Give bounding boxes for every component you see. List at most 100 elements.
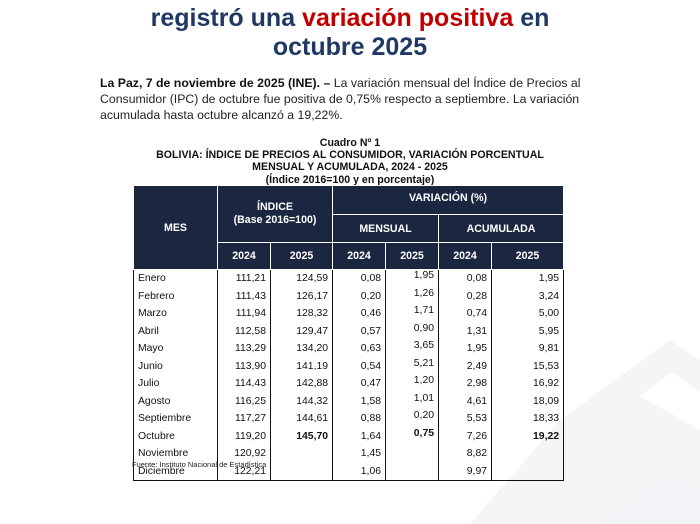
table-row: Agosto 116,25 144,32 1,58 1,01 4,61 18,09: [133, 392, 565, 410]
table-row: Junio 113,90 141,19 0,54 5,21 2,49 15,53: [133, 357, 565, 375]
cell-idx2025: [269, 445, 334, 463]
cell-men2024: 1,58: [332, 392, 387, 410]
header-indice-label: ÍNDICE: [257, 201, 293, 213]
cell-idx2024: 117,27: [217, 410, 271, 428]
cell-men2024: 0,08: [332, 269, 387, 288]
cell-men2025: 0,20: [385, 410, 440, 428]
cell-idx2025: 145,70: [269, 427, 334, 445]
header-mensual: MENSUAL: [332, 214, 440, 243]
header-year: 2024: [438, 242, 493, 270]
cell-month: Mayo: [133, 340, 218, 358]
cell-men2025: 1,20: [385, 375, 440, 393]
cell-idx2024: 113,90: [217, 357, 271, 375]
cell-idx2025: 144,61: [269, 410, 334, 428]
cell-month: Septiembre: [133, 410, 218, 428]
table-row: Febrero 111,43 126,17 0,20 1,26 0,28 3,24: [133, 287, 565, 305]
cell-acu2024: 1,31: [438, 322, 493, 340]
cell-men2025: [385, 462, 440, 481]
table-row: Julio 114,43 142,88 0,47 1,20 2,98 16,92: [133, 375, 565, 393]
lead-text: La variación mensual del Índice de Preci…: [100, 76, 581, 122]
cell-acu2024: 5,53: [438, 410, 493, 428]
headline: registró una variación positiva en octub…: [0, 4, 700, 62]
cell-men2025: 0,75: [385, 427, 440, 445]
table-number: Cuadro Nº 1: [319, 137, 381, 149]
cell-acu2024: 2,49: [438, 357, 493, 375]
header-acumulada: ACUMULADA: [438, 214, 565, 243]
cell-idx2025: 142,88: [269, 375, 334, 393]
cell-acu2024: 2,98: [438, 375, 493, 393]
cell-idx2024: 111,21: [217, 269, 271, 288]
cell-acu2024: 1,95: [438, 340, 493, 358]
lead-paragraph: La Paz, 7 de noviembre de 2025 (INE). – …: [100, 75, 600, 123]
cell-men2024: 0,57: [332, 322, 387, 340]
cell-month: Junio: [133, 357, 218, 375]
table-caption: Cuadro Nº 1 BOLIVIA: ÍNDICE DE PRECIOS A…: [130, 137, 570, 186]
cell-men2025: 1,71: [385, 305, 440, 323]
cell-acu2024: 0,28: [438, 287, 493, 305]
cell-men2024: 0,20: [332, 287, 387, 305]
cell-acu2025: [491, 445, 565, 463]
table-subtitle: (Índice 2016=100 y en porcentaje): [265, 173, 435, 186]
table-row: Octubre 119,20 145,70 1,64 0,75 7,26 19,22: [133, 427, 565, 445]
cell-acu2025: 16,92: [491, 375, 565, 393]
cell-acu2025: 1,95: [491, 269, 565, 288]
cell-idx2024: 111,43: [217, 287, 271, 305]
table-title: BOLIVIA: ÍNDICE DE PRECIOS AL CONSUMIDOR…: [156, 149, 544, 162]
cell-idx2024: 114,43: [217, 375, 271, 393]
cell-month: Julio: [133, 375, 218, 393]
cell-month: Octubre: [133, 427, 218, 445]
cell-men2024: 1,45: [332, 445, 387, 463]
cell-month: Marzo: [133, 305, 218, 323]
cell-acu2025: 18,09: [491, 392, 565, 410]
cell-idx2025: 128,32: [269, 305, 334, 323]
cell-acu2024: 9,97: [438, 462, 493, 481]
headline-line2: octubre 2025: [272, 33, 428, 61]
cell-month: Abril: [133, 322, 218, 340]
cell-men2024: 0,88: [332, 410, 387, 428]
header-variacion: VARIACIÓN (%): [332, 185, 565, 215]
cell-idx2025: 144,32: [269, 392, 334, 410]
cell-men2025: 1,95: [385, 269, 440, 288]
table-row: Mayo 113,29 134,20 0,63 3,65 1,95 9,81: [133, 340, 565, 358]
cell-men2025: 1,01: [385, 392, 440, 410]
cell-idx2025: [269, 462, 334, 481]
cell-acu2024: 0,08: [438, 269, 493, 288]
cell-month: Febrero: [133, 287, 218, 305]
cell-idx2025: 126,17: [269, 287, 334, 305]
header-year: 2024: [217, 242, 271, 270]
cell-acu2025: 15,53: [491, 357, 565, 375]
cell-men2025: 5,21: [385, 357, 440, 375]
table-row: Marzo 111,94 128,32 0,46 1,71 0,74 5,00: [133, 305, 565, 323]
cell-idx2024: 113,29: [217, 340, 271, 358]
header-indice-base: (Base 2016=100): [233, 214, 317, 226]
cell-men2024: 0,47: [332, 375, 387, 393]
cell-idx2025: 124,59: [269, 269, 334, 288]
cell-idx2024: 116,25: [217, 392, 271, 410]
dateline: La Paz, 7 de noviembre de 2025 (INE). –: [100, 76, 331, 90]
header-year: 2025: [385, 242, 440, 270]
cell-men2024: 0,54: [332, 357, 387, 375]
cell-acu2024: 0,74: [438, 305, 493, 323]
cell-men2025: 0,90: [385, 322, 440, 340]
table-title: MENSUAL Y ACUMULADA, 2024 - 2025: [252, 161, 448, 174]
table-row: Enero 111,21 124,59 0,08 1,95 0,08 1,95: [133, 269, 565, 288]
cell-acu2024: 4,61: [438, 392, 493, 410]
cell-idx2025: 134,20: [269, 340, 334, 358]
cell-acu2025: 18,33: [491, 410, 565, 428]
cell-men2025: 1,26: [385, 287, 440, 305]
cell-acu2024: 7,26: [438, 427, 493, 445]
table-row: Abril 112,58 129,47 0,57 0,90 1,31 5,95: [133, 322, 565, 340]
cell-men2025: 3,65: [385, 340, 440, 358]
source-note: Fuente: Instituto Nacional de Estadístic…: [132, 460, 267, 469]
cell-acu2025: 5,95: [491, 322, 565, 340]
cell-idx2025: 129,47: [269, 322, 334, 340]
cell-acu2025: 19,22: [491, 427, 565, 445]
cell-acu2025: 5,00: [491, 305, 565, 323]
headline-text: en: [513, 4, 550, 32]
cell-month: Agosto: [133, 392, 218, 410]
cell-idx2025: 141,19: [269, 357, 334, 375]
headline-highlight: variación positiva: [302, 4, 514, 32]
header-year: 2024: [332, 242, 387, 270]
cell-idx2024: 112,58: [217, 322, 271, 340]
table-row: Septiembre 117,27 144,61 0,88 0,20 5,53 18,33: [133, 410, 565, 428]
